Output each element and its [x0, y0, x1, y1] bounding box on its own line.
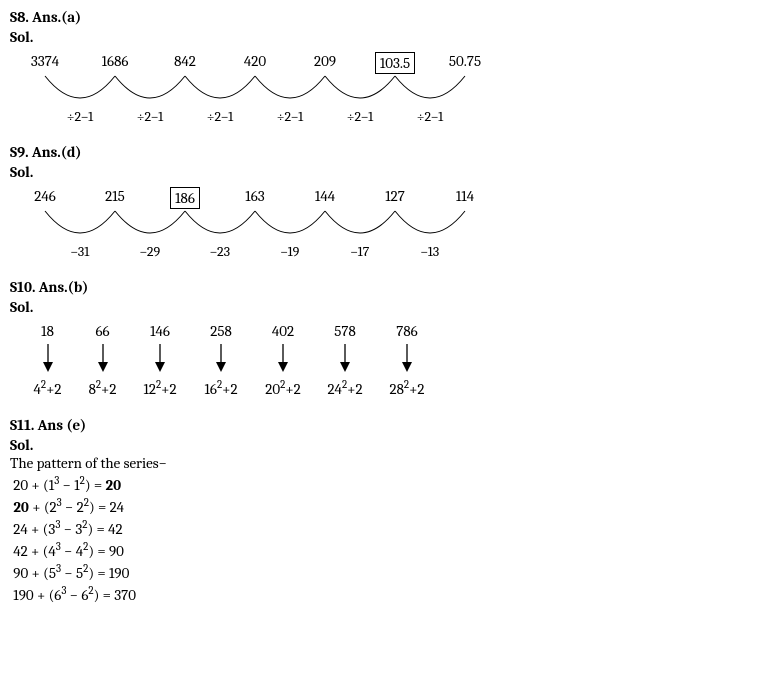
s9-sol: Sol.: [10, 163, 769, 181]
s9-series: 246215186163144127114 –31–29–23–19–17–13: [10, 187, 769, 260]
s9-number: 114: [430, 187, 500, 209]
s10-number: 578: [314, 322, 376, 340]
s8-op: ÷2–1: [255, 108, 325, 125]
s10-header: S10. Ans.(b): [10, 278, 769, 296]
solution-s8: S8. Ans.(a) Sol. 33741686842420209103.55…: [10, 8, 769, 125]
s10-formulas-row: 42+282+2122+2162+2202+2242+2282+2: [20, 378, 769, 398]
s8-op: ÷2–1: [325, 108, 395, 125]
down-arrow-icon: [314, 344, 376, 372]
s8-op: ÷2–1: [395, 108, 465, 125]
s10-numbers-row: 1866146258402578786: [20, 322, 769, 340]
s8-number: 209: [290, 52, 360, 74]
s9-op: –19: [255, 243, 325, 260]
s9-number: 246: [10, 187, 80, 209]
s10-number: 146: [130, 322, 190, 340]
s8-op: ÷2–1: [115, 108, 185, 125]
s9-arcs: [10, 209, 500, 243]
s9-op: –29: [115, 243, 185, 260]
solution-s11: S11. Ans (e) Sol. The pattern of the ser…: [10, 416, 769, 604]
s10-number: 402: [252, 322, 314, 340]
s10-formula: 162+2: [190, 378, 252, 398]
s8-ops-row: ÷2–1÷2–1÷2–1÷2–1÷2–1÷2–1: [10, 108, 769, 125]
s9-number: 144: [290, 187, 360, 209]
s8-header: S8. Ans.(a): [10, 8, 769, 26]
s10-formula: 122+2: [130, 378, 190, 398]
s8-numbers-row: 33741686842420209103.550.75: [10, 52, 769, 74]
s10-formula: 42+2: [20, 378, 75, 398]
s8-op: ÷2–1: [185, 108, 255, 125]
s8-number: 103.5: [360, 52, 430, 74]
s11-equation: 20 + (13 − 12) = 20: [10, 474, 769, 494]
down-arrow-icon: [190, 344, 252, 372]
s10-formula: 202+2: [252, 378, 314, 398]
s10-formula: 242+2: [314, 378, 376, 398]
solution-s10: S10. Ans.(b) Sol. 1866146258402578786 42…: [10, 278, 769, 398]
s9-numbers-row: 246215186163144127114: [10, 187, 769, 209]
down-arrow-icon: [75, 344, 130, 372]
s9-op: –13: [395, 243, 465, 260]
s11-equation: 90 + (53 − 52) = 190: [10, 562, 769, 582]
down-arrow-icon: [20, 344, 75, 372]
s9-number: 127: [360, 187, 430, 209]
solution-s9: S9. Ans.(d) Sol. 246215186163144127114 –…: [10, 143, 769, 260]
s10-number: 66: [75, 322, 130, 340]
s8-arcs: [10, 74, 500, 108]
s10-formula: 282+2: [376, 378, 438, 398]
s11-equation: 20 + (23 − 22) = 24: [10, 496, 769, 516]
s11-intro: The pattern of the series−: [10, 454, 769, 472]
s9-number: 215: [80, 187, 150, 209]
down-arrow-icon: [376, 344, 438, 372]
s8-series: 33741686842420209103.550.75 ÷2–1÷2–1÷2–1…: [10, 52, 769, 125]
s10-number: 258: [190, 322, 252, 340]
s10-arrows-row: [20, 344, 769, 372]
s8-number: 3374: [10, 52, 80, 74]
s10-series: 1866146258402578786 42+282+2122+2162+220…: [20, 322, 769, 398]
s9-ops-row: –31–29–23–19–17–13: [10, 243, 769, 260]
s10-sol: Sol.: [10, 298, 769, 316]
s9-op: –31: [45, 243, 115, 260]
s9-header: S9. Ans.(d): [10, 143, 769, 161]
down-arrow-icon: [130, 344, 190, 372]
s8-number: 50.75: [430, 52, 500, 74]
s8-op: ÷2–1: [45, 108, 115, 125]
down-arrow-icon: [252, 344, 314, 372]
s10-number: 18: [20, 322, 75, 340]
s10-number: 786: [376, 322, 438, 340]
s11-header: S11. Ans (e): [10, 416, 769, 434]
s11-equation: 24 + (33 − 32) = 42: [10, 518, 769, 538]
s9-op: –23: [185, 243, 255, 260]
s8-sol: Sol.: [10, 28, 769, 46]
s9-op: –17: [325, 243, 395, 260]
s8-number: 842: [150, 52, 220, 74]
s11-equations: 20 + (13 − 12) = 20 20 + (23 − 22) = 24 …: [10, 474, 769, 604]
s9-number: 163: [220, 187, 290, 209]
s11-equation: 190 + (63 − 62) = 370: [10, 584, 769, 604]
s11-sol: Sol.: [10, 436, 769, 454]
s11-equation: 42 + (43 − 42) = 90: [10, 540, 769, 560]
s10-formula: 82+2: [75, 378, 130, 398]
s9-number: 186: [150, 187, 220, 209]
s8-number: 1686: [80, 52, 150, 74]
s8-number: 420: [220, 52, 290, 74]
